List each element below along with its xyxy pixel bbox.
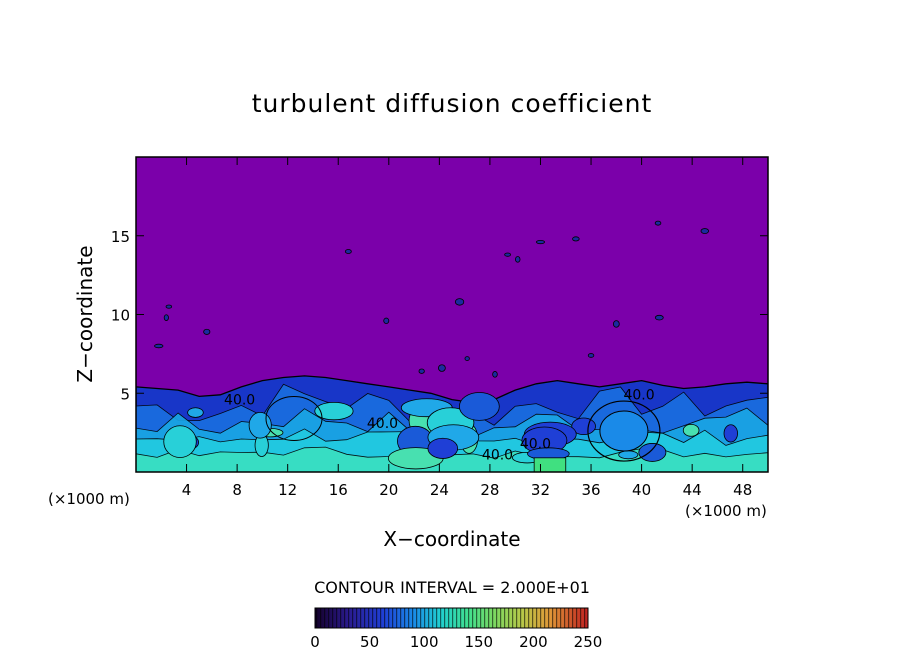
speck bbox=[438, 364, 446, 372]
eddy bbox=[638, 443, 667, 462]
contour-label: 40.0 bbox=[367, 416, 398, 432]
x-tick-label: 40 bbox=[632, 481, 651, 499]
x-tick-label: 44 bbox=[683, 481, 702, 499]
eddy bbox=[723, 424, 738, 443]
x-tick-label: 36 bbox=[581, 481, 600, 499]
x-tick-label: 16 bbox=[329, 481, 348, 499]
speck bbox=[535, 239, 546, 245]
speck bbox=[454, 298, 465, 306]
x-ticks: 4 8 12 16 20 24 28 32 36 40 44 48 bbox=[182, 157, 752, 499]
x-unit-right: (×1000 m) bbox=[685, 502, 767, 520]
upper-specks bbox=[154, 220, 710, 378]
eddy bbox=[458, 392, 500, 421]
speck bbox=[654, 220, 662, 226]
colorbar-ticks: 0 50 100 150 200 250 bbox=[310, 633, 602, 651]
speck bbox=[418, 368, 425, 374]
speck bbox=[383, 317, 390, 324]
contour-label: 40.0 bbox=[224, 392, 255, 408]
speck bbox=[165, 304, 173, 309]
high-value-patch bbox=[533, 457, 567, 472]
eddy bbox=[682, 423, 700, 437]
eddy bbox=[314, 401, 354, 421]
x-tick-label: 48 bbox=[733, 481, 752, 499]
contour-label: 40.0 bbox=[623, 388, 654, 404]
colorbar-tick-label: 150 bbox=[464, 633, 493, 651]
chart-title: turbulent diffusion coefficient bbox=[252, 89, 653, 118]
colorbar-tick-label: 50 bbox=[360, 633, 379, 651]
colorbar-tick-label: 200 bbox=[519, 633, 548, 651]
speck bbox=[154, 343, 164, 349]
colorbar: 0 50 100 150 200 250 bbox=[310, 607, 602, 651]
x-tick-label: 4 bbox=[182, 481, 192, 499]
x-tick-label: 8 bbox=[232, 481, 242, 499]
colorbar-frame bbox=[314, 607, 589, 629]
speck bbox=[515, 256, 521, 263]
y-tick-label: 10 bbox=[111, 307, 130, 325]
y-axis-label: Z−coordinate bbox=[73, 245, 97, 382]
speck bbox=[492, 371, 498, 378]
eddy bbox=[187, 407, 204, 418]
eddy bbox=[163, 425, 197, 458]
eddy bbox=[599, 410, 649, 452]
eddy bbox=[248, 411, 272, 439]
colorbar-tick-label: 100 bbox=[410, 633, 439, 651]
eddy bbox=[265, 395, 323, 441]
eddy bbox=[587, 400, 661, 462]
x-tick-label: 12 bbox=[278, 481, 297, 499]
y-ticks: 5 10 15 bbox=[111, 228, 768, 403]
x-tick-label: 28 bbox=[480, 481, 499, 499]
field-layer bbox=[136, 446, 768, 472]
contour-interval: CONTOUR INTERVAL = 2.000E+01 bbox=[314, 578, 590, 597]
eddy bbox=[618, 450, 639, 460]
speck bbox=[700, 228, 710, 234]
speck bbox=[504, 252, 511, 257]
speck bbox=[572, 236, 580, 242]
speck bbox=[163, 314, 169, 321]
speck bbox=[464, 356, 470, 361]
x-tick-label: 32 bbox=[531, 481, 550, 499]
turbulence-field bbox=[136, 375, 768, 472]
speck bbox=[344, 249, 352, 254]
y-tick-label: 5 bbox=[120, 385, 130, 403]
x-axis-label: X−coordinate bbox=[383, 527, 520, 551]
speck bbox=[587, 353, 595, 358]
speck bbox=[654, 314, 664, 321]
contour-label: 40.0 bbox=[482, 447, 513, 463]
plot-area: 40.040.040.040.040.0 4 8 12 16 20 24 28 32 36 40 4… bbox=[111, 156, 769, 499]
eddy bbox=[427, 437, 459, 459]
contour-labels: 40.0 40.0 40.0 40.0 40.0 bbox=[224, 388, 655, 464]
speck bbox=[203, 328, 211, 335]
speck bbox=[612, 320, 620, 328]
x-unit-left: (×1000 m) bbox=[48, 490, 130, 508]
colorbar-tick-label: 0 bbox=[310, 633, 320, 651]
contour-label: 40.0 bbox=[520, 436, 551, 452]
colorbar-tick-label: 250 bbox=[574, 633, 603, 651]
x-tick-label: 20 bbox=[379, 481, 398, 499]
x-tick-label: 24 bbox=[430, 481, 449, 499]
y-tick-label: 15 bbox=[111, 228, 130, 246]
colorbar-stripes bbox=[315, 608, 588, 628]
